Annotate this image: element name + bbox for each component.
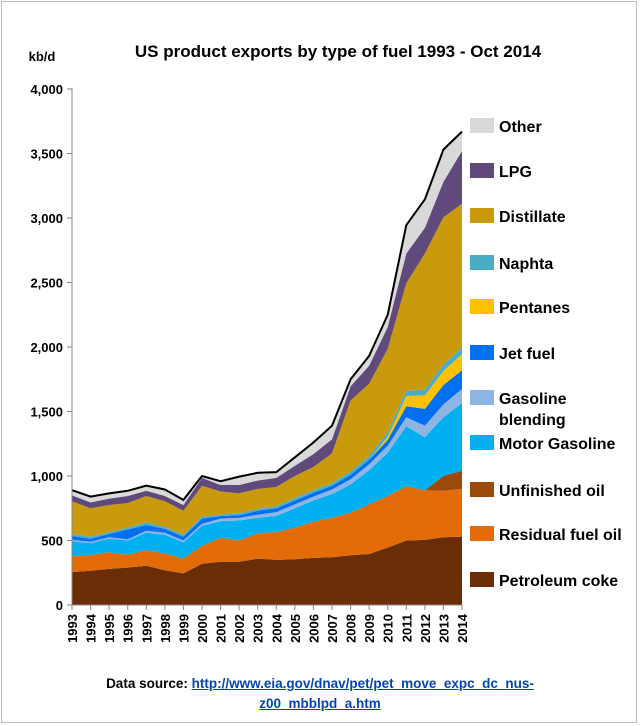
legend-swatch xyxy=(470,526,494,541)
stacked-area-chart: US product exports by type of fuel 1993 … xyxy=(29,42,622,643)
legend-swatch xyxy=(470,208,494,223)
x-tick-label: 2013 xyxy=(436,614,451,643)
x-tick-label: 2014 xyxy=(455,613,470,643)
legend-label: Petroleum coke xyxy=(499,573,618,590)
legend-label: Other xyxy=(499,119,542,136)
y-axis-unit-label: kb/d xyxy=(29,49,56,64)
legend-label: Residual fuel oil xyxy=(499,527,622,544)
x-tick-label: 1999 xyxy=(176,614,191,643)
x-tick-label: 2012 xyxy=(418,614,433,643)
area-residual-fuel-oil xyxy=(72,486,462,574)
x-tick-label: 2009 xyxy=(362,614,377,643)
legend-swatch xyxy=(470,390,494,405)
data-source-link-line-2: z00_mbblpd_a.htm xyxy=(259,696,381,711)
legend-label: Naphta xyxy=(499,256,553,273)
x-tick-label: 1997 xyxy=(139,614,154,643)
area-series-group xyxy=(71,130,463,605)
data-source-note: Data source: http://www.eia.gov/dnav/pet… xyxy=(0,674,640,714)
legend-label: Motor Gasoline xyxy=(499,436,616,453)
legend-label: Distillate xyxy=(499,209,566,226)
legend-label: Pentanes xyxy=(499,300,570,317)
x-tick-label: 1993 xyxy=(65,614,80,643)
chart-title: US product exports by type of fuel 1993 … xyxy=(135,42,542,61)
x-tick-label: 2003 xyxy=(251,614,266,643)
x-tick-label: 2006 xyxy=(306,614,321,643)
axes-group: 0 500 1,000 1,500 2,000 2,500 3,000 3,500 4,000 1… xyxy=(30,82,470,643)
y-tick-label: 3,500 xyxy=(30,147,63,162)
data-source-label: Data source: xyxy=(106,676,192,691)
x-tick-label: 1995 xyxy=(102,614,117,643)
y-tick-label: 3,000 xyxy=(30,211,63,226)
x-tick-label: 2000 xyxy=(195,614,210,643)
x-tick-label: 2007 xyxy=(325,614,340,643)
legend: Other LPG Distillate Naphta Pentanes Jet fuel… xyxy=(470,118,622,590)
y-tick-label: 0 xyxy=(56,598,63,613)
x-tick-label: 1998 xyxy=(158,614,173,643)
legend-swatch xyxy=(470,118,494,133)
legend-swatch xyxy=(470,255,494,270)
legend-label: Jet fuel xyxy=(499,346,555,363)
x-tick-label: 1994 xyxy=(84,613,99,643)
x-tick-label: 2004 xyxy=(269,613,284,643)
area-distillate xyxy=(72,203,462,537)
data-source-link[interactable]: http://www.eia.gov/dnav/pet/pet_move_exp… xyxy=(0,676,640,714)
legend-label: Unfinished oil xyxy=(499,483,605,500)
legend-swatch xyxy=(470,435,494,450)
x-tick-label: 2001 xyxy=(214,614,229,643)
total-outline xyxy=(71,130,463,502)
legend-swatch xyxy=(470,345,494,360)
x-tick-label: 1996 xyxy=(121,614,136,643)
data-source-link-line-1: http://www.eia.gov/dnav/pet/pet_move_exp… xyxy=(191,676,534,691)
y-tick-label: 4,000 xyxy=(30,82,63,97)
x-tick-label: 2002 xyxy=(232,614,247,643)
x-tick-label: 2005 xyxy=(288,614,303,643)
legend-label: Gasoline blending xyxy=(499,391,567,429)
x-tick-label: 2008 xyxy=(344,614,359,643)
y-tick-label: 500 xyxy=(41,534,63,549)
y-tick-label: 2,000 xyxy=(30,340,63,355)
legend-swatch xyxy=(470,299,494,314)
legend-swatch xyxy=(470,482,494,497)
legend-swatch xyxy=(470,572,494,587)
x-tick-label: 2011 xyxy=(399,614,414,642)
area-petroleum-coke xyxy=(72,536,462,605)
y-tick-label: 1,000 xyxy=(30,469,63,484)
legend-label: LPG xyxy=(499,164,532,181)
area-motor-gasoline xyxy=(72,403,462,559)
x-tick-label: 2010 xyxy=(381,614,396,643)
legend-swatch xyxy=(470,163,494,178)
y-tick-label: 2,500 xyxy=(30,276,63,291)
y-tick-label: 1,500 xyxy=(30,405,63,420)
